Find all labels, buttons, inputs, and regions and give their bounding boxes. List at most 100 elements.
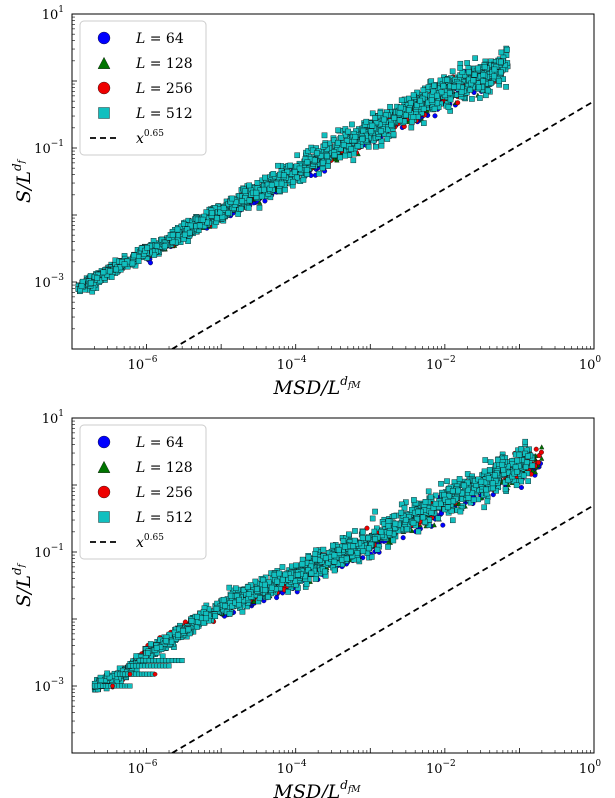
data-point [305,567,312,573]
data-point [464,60,470,66]
data-point [252,578,259,585]
data-point [441,492,447,498]
data-point [444,77,450,83]
data-point [244,584,251,590]
data-point [294,571,301,578]
x-tick-label: 100 [579,759,602,777]
data-point [499,461,505,468]
data-point [417,97,423,104]
data-point [378,529,385,535]
data-point [428,78,435,84]
data-point [366,545,372,552]
data-point [512,464,519,470]
data-point [503,84,509,90]
data-point [431,522,437,528]
data-point [372,115,378,121]
data-point [282,187,288,193]
data-point [487,80,494,86]
data-point [354,550,361,556]
data-point [349,121,355,128]
data-point [127,671,133,677]
data-point [371,528,378,535]
plot-area-bottom [91,438,594,753]
data-point [233,585,239,591]
legend-marker [98,511,110,523]
x-tick-label: 10−2 [426,355,456,373]
data-point [229,603,236,610]
data-point [354,143,361,150]
data-point [523,464,529,470]
data-point [428,97,435,103]
data-point [514,468,520,475]
data-point [343,555,350,562]
data-point [226,584,233,591]
data-point [254,180,261,186]
data-point [397,104,404,111]
data-point [311,157,318,164]
x-tick-label: 10−4 [277,759,307,777]
data-point [236,597,242,603]
legend-label: L = 128 [135,460,193,476]
data-point [284,168,291,175]
data-point [403,112,409,119]
y-axis-label: S/Ldf [10,158,35,203]
data-point [469,96,475,102]
axes-frame-top [71,13,595,350]
chart-panel-bottom: 10−6 10−4 10−2 100 10−3 10−1 101 L = 64 L = 128… [10,409,601,798]
data-point [414,516,420,523]
data-point [204,219,210,226]
data-point [421,120,427,126]
x-axis-label: MSD/LdfM [273,778,362,798]
data-point [94,275,100,281]
legend-label: x0.65 [136,533,164,551]
data-point [539,455,545,461]
data-point [481,504,487,511]
data-point [425,488,432,495]
data-point [516,451,523,458]
data-point [299,561,306,568]
data-point [104,670,110,677]
data-point [365,535,371,542]
data-point [422,499,429,505]
data-point [365,143,372,150]
data-point [445,104,452,111]
data-point [451,84,457,90]
data-point [169,232,176,238]
data-point [434,100,440,107]
data-point [385,544,391,550]
data-point [447,96,454,103]
reference-line-x-power [171,504,594,753]
data-point [459,490,465,497]
data-point [420,105,427,112]
data-point [276,570,283,577]
data-point [374,546,381,553]
data-point [325,163,331,169]
data-point [203,615,209,622]
data-point [253,189,260,196]
data-point [320,546,327,553]
data-point [331,567,338,574]
x-axis-label-bottom: MSD/LdfM [273,778,362,798]
chart-panel-top: 10−6 10−4 10−2 100 10−3 10−1 101 L = 64 L = 128… [10,5,601,399]
y-tick-label: 10−1 [34,139,64,157]
data-point [285,589,291,595]
y-axis-label: S/Ldf [10,562,35,607]
data-point [369,515,376,522]
data-point [401,118,408,125]
data-point [257,199,263,205]
data-point [293,562,299,569]
data-point [107,268,113,275]
data-point [377,110,384,116]
data-point [214,215,220,222]
data-point [359,136,366,142]
data-point [477,95,483,101]
data-point [110,683,115,689]
data-point [331,552,338,559]
legend-label: L = 256 [135,81,193,97]
data-point [478,478,485,485]
data-point [281,172,287,179]
data-point [338,134,344,141]
data-point [396,117,403,124]
data-point [235,211,241,217]
data-point [225,210,232,216]
